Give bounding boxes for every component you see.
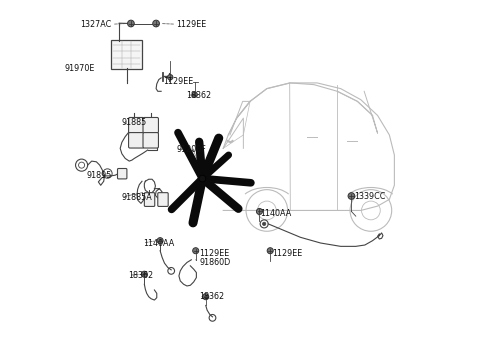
FancyBboxPatch shape xyxy=(129,118,144,133)
Text: 91885: 91885 xyxy=(122,118,147,127)
Circle shape xyxy=(263,222,266,225)
Text: 1140AA: 1140AA xyxy=(260,209,291,218)
Text: 18362: 18362 xyxy=(199,292,224,301)
Text: 1129EE: 1129EE xyxy=(164,77,194,86)
Circle shape xyxy=(348,193,355,200)
Text: 91860D: 91860D xyxy=(199,258,230,267)
Text: 91200F: 91200F xyxy=(176,145,206,154)
Circle shape xyxy=(141,271,147,277)
Text: 1129EE: 1129EE xyxy=(176,20,206,29)
Text: 91885A: 91885A xyxy=(122,192,153,202)
Text: 1140AA: 1140AA xyxy=(143,239,174,247)
Circle shape xyxy=(157,238,163,244)
Text: 18362: 18362 xyxy=(129,271,154,280)
Circle shape xyxy=(267,248,273,254)
Circle shape xyxy=(192,248,199,254)
Circle shape xyxy=(192,92,197,97)
Text: 1129EE: 1129EE xyxy=(272,249,302,257)
Text: 91970E: 91970E xyxy=(65,64,95,73)
Text: 18362: 18362 xyxy=(186,91,211,100)
Text: 1339CC: 1339CC xyxy=(354,191,385,201)
FancyBboxPatch shape xyxy=(143,132,158,148)
Circle shape xyxy=(199,175,206,182)
FancyBboxPatch shape xyxy=(111,40,143,69)
FancyBboxPatch shape xyxy=(158,193,168,207)
FancyBboxPatch shape xyxy=(118,168,127,179)
FancyBboxPatch shape xyxy=(144,193,155,207)
Circle shape xyxy=(203,294,209,300)
Circle shape xyxy=(168,74,173,80)
Circle shape xyxy=(153,20,159,27)
Text: 91895: 91895 xyxy=(86,171,112,180)
Circle shape xyxy=(128,20,134,27)
Text: 1327AC: 1327AC xyxy=(81,20,112,29)
Text: 1129EE: 1129EE xyxy=(199,249,229,257)
FancyBboxPatch shape xyxy=(143,118,158,133)
Circle shape xyxy=(256,209,263,214)
FancyBboxPatch shape xyxy=(129,132,144,148)
